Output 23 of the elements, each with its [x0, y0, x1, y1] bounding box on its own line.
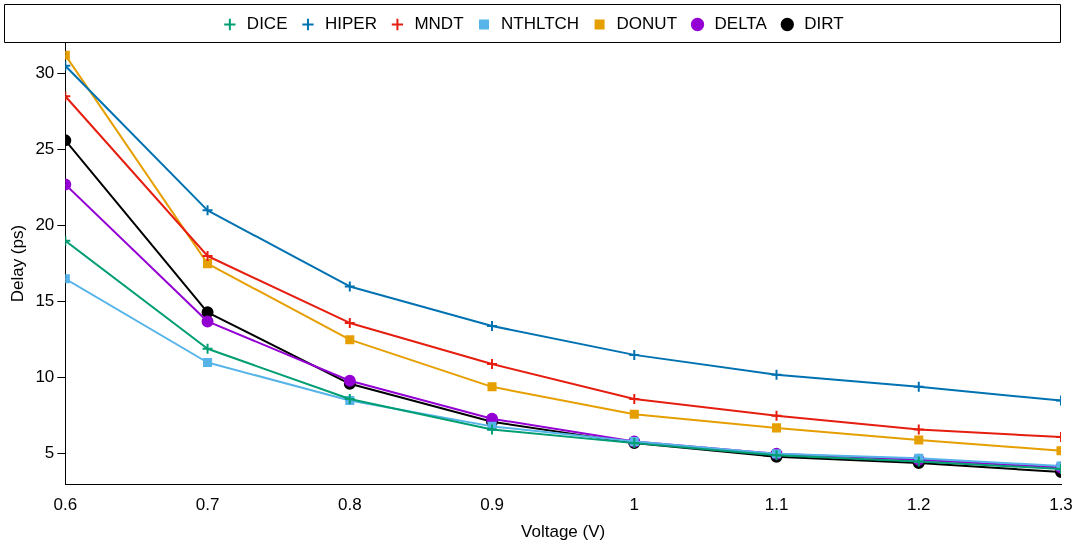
legend-label: HIPER [324, 14, 377, 34]
legend-label: MNDT [414, 14, 464, 34]
legend-label: NTHLTCH [501, 14, 580, 34]
y-tick-label: 15 [35, 291, 55, 311]
legend-label: DONUT [616, 14, 678, 34]
x-tick-label: 0.6 [53, 495, 78, 515]
x-tick-label: 0.7 [195, 495, 220, 515]
legend-label: DELTA [714, 14, 768, 34]
x-tick-label: 1.2 [906, 495, 931, 515]
y-tick-label: 5 [44, 443, 55, 463]
y-tick-label: 30 [35, 63, 55, 83]
x-tick-label: 0.8 [337, 495, 362, 515]
x-tick-label: 1.1 [764, 495, 789, 515]
y-tick-label: 25 [35, 139, 55, 159]
x-tick-label: 0.9 [480, 495, 504, 515]
y-tick-label: 20 [35, 215, 55, 235]
y-tick-label: 10 [35, 367, 55, 387]
x-axis-title: Voltage (V) [521, 522, 606, 542]
legend-label: DIRT [804, 14, 844, 34]
x-tick-label: 1 [629, 495, 640, 515]
legend-label: DICE [246, 14, 288, 34]
x-tick-label: 1.3 [1049, 495, 1073, 515]
y-axis-title: Delay (ps) [7, 224, 27, 303]
